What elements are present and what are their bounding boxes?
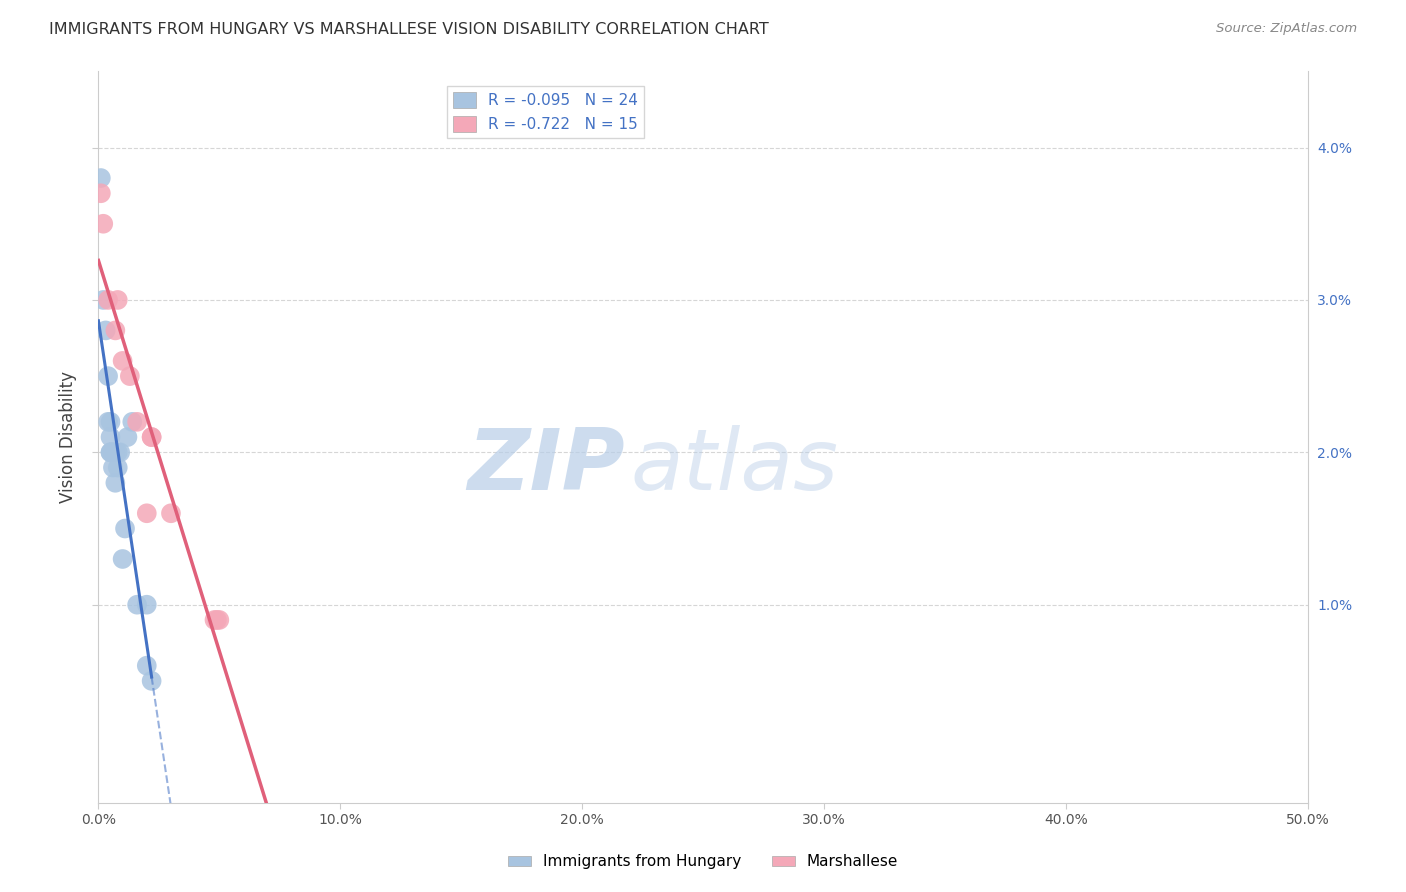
Point	[101, 460, 124, 475]
Legend: R = -0.095   N = 24, R = -0.722   N = 15: R = -0.095 N = 24, R = -0.722 N = 15	[447, 87, 644, 138]
Point	[104, 323, 127, 337]
Point	[97, 369, 120, 384]
Point	[108, 445, 131, 459]
Point	[111, 354, 134, 368]
Point	[90, 171, 112, 186]
Point	[135, 506, 157, 520]
Point	[94, 323, 117, 337]
Point	[100, 445, 122, 459]
Point	[91, 217, 114, 231]
Point	[160, 506, 183, 520]
Point	[90, 186, 112, 201]
Text: Source: ZipAtlas.com: Source: ZipAtlas.com	[1216, 22, 1357, 36]
Point	[104, 475, 127, 490]
Text: ZIP: ZIP	[467, 425, 624, 508]
Point	[141, 430, 163, 444]
Legend: Immigrants from Hungary, Marshallese: Immigrants from Hungary, Marshallese	[502, 848, 904, 875]
Point	[127, 415, 149, 429]
Point	[104, 445, 127, 459]
Text: IMMIGRANTS FROM HUNGARY VS MARSHALLESE VISION DISABILITY CORRELATION CHART: IMMIGRANTS FROM HUNGARY VS MARSHALLESE V…	[49, 22, 769, 37]
Y-axis label: Vision Disability: Vision Disability	[59, 371, 77, 503]
Point	[100, 415, 122, 429]
Text: atlas: atlas	[630, 425, 838, 508]
Point	[97, 415, 120, 429]
Point	[141, 430, 163, 444]
Point	[111, 552, 134, 566]
Point	[107, 445, 129, 459]
Point	[135, 658, 157, 673]
Point	[208, 613, 231, 627]
Point	[100, 445, 122, 459]
Point	[118, 369, 141, 384]
Point	[135, 598, 157, 612]
Point	[114, 521, 136, 535]
Point	[121, 415, 143, 429]
Point	[91, 293, 114, 307]
Point	[107, 293, 129, 307]
Point	[205, 613, 228, 627]
Point	[101, 445, 124, 459]
Point	[100, 430, 122, 444]
Point	[107, 460, 129, 475]
Point	[117, 430, 139, 444]
Point	[204, 613, 226, 627]
Point	[97, 293, 120, 307]
Point	[141, 673, 163, 688]
Point	[127, 598, 149, 612]
